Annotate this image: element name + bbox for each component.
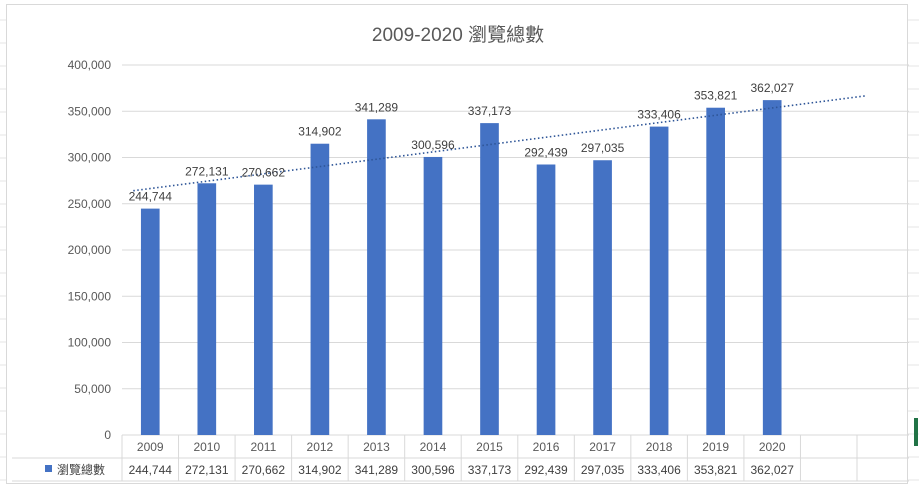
y-axis-tick-labels: 0 50,000 100,000 150,000 200,000 250,000 300,0… [68, 58, 112, 442]
data-table-value: 244,744 [129, 463, 173, 477]
bar-series [140, 100, 782, 436]
legend-key-swatch [45, 465, 52, 472]
series-name-label: 瀏覽總數 [57, 462, 105, 477]
y-tick-label: 350,000 [68, 104, 112, 118]
data-table-value: 337,173 [468, 463, 512, 477]
data-table-value: 270,662 [242, 463, 286, 477]
y-tick-label: 300,000 [68, 151, 112, 165]
bar [197, 183, 217, 435]
data-label: 362,027 [750, 81, 794, 95]
data-label: 314,902 [298, 125, 342, 139]
data-label: 272,131 [185, 164, 229, 178]
chart-title: 2009-2020 瀏覽總數 [372, 24, 544, 46]
x-tick-label: 2010 [193, 440, 220, 454]
x-tick-label: 2020 [759, 440, 786, 454]
data-table-value: 297,035 [581, 463, 625, 477]
x-tick-label: 2017 [589, 440, 616, 454]
trendline [133, 95, 866, 192]
data-table-value: 272,131 [185, 463, 229, 477]
chart-svg: 2009-2020 瀏覽總數 0 50,000 100,000 150,000 200,… [12, 24, 909, 482]
bar [367, 119, 386, 435]
chart-area[interactable]: 2009-2020 瀏覽總數 0 50,000 100,000 150,000 200,… [6, 4, 909, 484]
data-label: 341,289 [355, 100, 399, 114]
data-label: 244,744 [129, 190, 173, 204]
data-label: 353,821 [694, 89, 738, 103]
data-label: 300,596 [411, 138, 455, 152]
data-table-value: 333,406 [637, 463, 681, 477]
data-table-value: 292,439 [524, 463, 568, 477]
data-label: 292,439 [524, 145, 568, 159]
y-tick-label: 50,000 [74, 382, 111, 396]
x-tick-label: 2011 [250, 440, 276, 454]
data-table-value: 362,027 [750, 463, 794, 477]
data-table-value: 314,902 [298, 463, 342, 477]
bar [310, 143, 330, 436]
bar [762, 100, 782, 435]
sheet-edge-marker [914, 418, 918, 446]
bar [593, 160, 612, 436]
bar [536, 164, 556, 435]
bar [140, 208, 160, 435]
bar [706, 107, 725, 435]
data-table-value: 353,821 [694, 463, 738, 477]
data-label: 270,662 [242, 166, 286, 180]
data-labels: 244,744 272,131 270,662 314,902 341,289 300,5… [129, 81, 795, 203]
y-tick-label: 200,000 [68, 243, 112, 257]
x-tick-label: 2013 [363, 440, 390, 454]
data-label: 297,035 [581, 141, 625, 155]
x-tick-label: 2015 [476, 440, 503, 454]
bar [480, 123, 499, 435]
x-tick-label: 2014 [420, 440, 447, 454]
gridlines [122, 64, 909, 436]
x-tick-label: 2012 [307, 440, 334, 454]
data-label: 337,173 [468, 104, 512, 118]
data-label: 333,406 [637, 108, 681, 122]
x-tick-label: 2019 [702, 440, 729, 454]
data-table-value: 341,289 [355, 463, 399, 477]
x-tick-label: 2009 [137, 440, 164, 454]
trendline-layer [133, 95, 866, 192]
y-tick-label: 250,000 [68, 197, 112, 211]
bar [254, 184, 273, 435]
data-table-value: 300,596 [411, 463, 455, 477]
bar [423, 156, 443, 435]
y-tick-label: 400,000 [68, 58, 112, 72]
x-tick-label: 2018 [646, 440, 673, 454]
y-tick-label: 0 [104, 428, 111, 442]
bar [649, 126, 669, 435]
data-table: 2009 244,744 2010 272,131 2011 270,662 2012 314… [12, 435, 909, 482]
x-tick-label: 2016 [533, 440, 560, 454]
y-tick-label: 150,000 [68, 289, 112, 303]
y-tick-label: 100,000 [68, 336, 112, 350]
